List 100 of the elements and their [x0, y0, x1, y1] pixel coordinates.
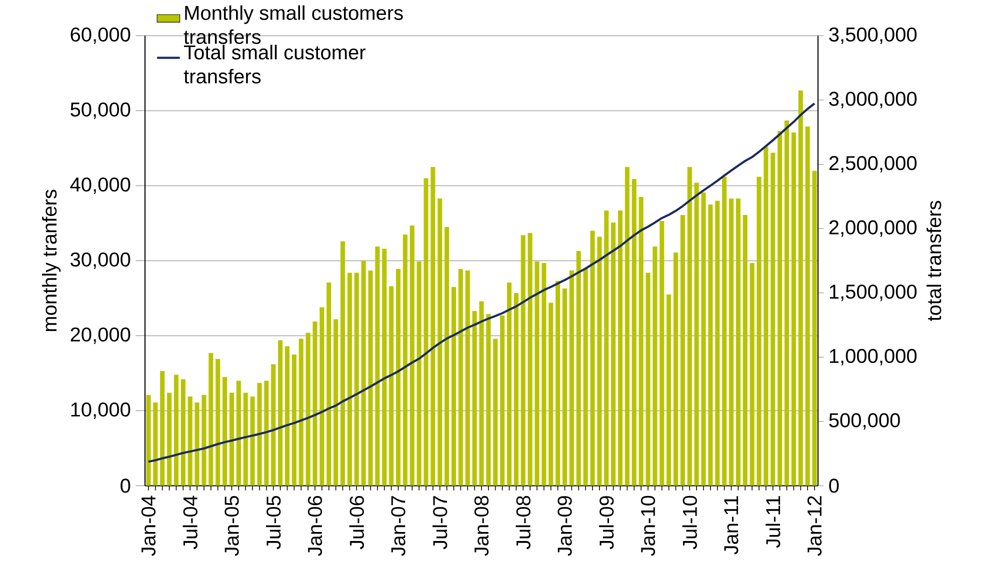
bar	[556, 281, 560, 486]
bar	[597, 236, 602, 486]
bar	[278, 340, 283, 486]
bar	[368, 270, 373, 486]
bar	[257, 383, 262, 486]
bar	[438, 198, 442, 486]
bar	[458, 269, 463, 486]
y2-tick-label: 500,000	[829, 413, 900, 430]
legend-label: Monthly small customers transfers	[184, 5, 403, 44]
bar	[514, 293, 518, 486]
bar	[340, 241, 346, 486]
bar	[660, 221, 664, 486]
bar	[243, 392, 248, 486]
y-tick-label: 10,000	[71, 402, 130, 420]
x-tick-label: Jan-10	[640, 496, 656, 556]
bar	[562, 288, 568, 486]
bar	[208, 353, 214, 486]
x-tick-label: Jan-04	[141, 496, 156, 556]
bar	[174, 374, 178, 486]
bar	[604, 210, 609, 486]
bar	[742, 215, 748, 486]
bar	[354, 272, 359, 486]
y2-axis-title: total transfers	[926, 201, 942, 322]
bar	[465, 270, 470, 486]
x-tick-label: Jan-09	[558, 496, 572, 556]
bar	[680, 215, 685, 486]
bar	[583, 268, 588, 486]
bar	[534, 262, 540, 486]
bar	[548, 302, 554, 486]
bar	[312, 322, 318, 486]
bar	[298, 338, 304, 486]
bar	[618, 210, 623, 486]
bar	[451, 287, 456, 486]
bar	[361, 260, 366, 486]
y-axis-title: monthly tranfers	[42, 190, 61, 332]
y2-tick-label: 2,000,000	[829, 220, 917, 237]
bar	[805, 126, 810, 486]
x-tick-label: Jul-06	[349, 496, 364, 550]
x-tick-label: Jan-11	[724, 496, 738, 555]
bar	[500, 316, 505, 486]
bar	[222, 377, 228, 486]
y-tick-label: 20,000	[70, 328, 130, 344]
bar	[674, 252, 678, 486]
bar	[520, 235, 526, 486]
bar	[347, 272, 352, 486]
bar	[646, 272, 650, 486]
bar	[638, 197, 644, 486]
bar	[250, 396, 255, 486]
bar	[687, 167, 692, 486]
bar	[542, 263, 546, 486]
bar	[624, 167, 630, 486]
bar	[389, 286, 394, 486]
bar	[334, 319, 338, 486]
bar	[320, 307, 324, 486]
bar	[715, 200, 720, 486]
bar	[271, 364, 276, 486]
x-tick-label: Jan-06	[308, 496, 322, 556]
bar	[416, 262, 422, 486]
bar	[194, 402, 200, 486]
y-tick-label: 30,000	[70, 252, 130, 270]
x-tick-label: Jul-11	[766, 496, 780, 548]
bar	[430, 167, 436, 486]
bar	[216, 359, 220, 486]
bar	[486, 314, 491, 486]
bar	[652, 246, 658, 486]
x-tick-label: Jan-07	[391, 496, 406, 556]
bar	[736, 198, 740, 486]
bar	[188, 396, 192, 486]
bar	[708, 204, 713, 486]
bar	[798, 90, 803, 486]
bar	[202, 395, 206, 486]
bar	[778, 131, 782, 486]
bar	[729, 198, 734, 486]
bar	[153, 402, 158, 486]
bar	[770, 152, 776, 486]
bar	[229, 392, 234, 486]
bar	[528, 233, 532, 486]
bar	[722, 176, 727, 486]
bar	[410, 226, 414, 486]
x-tick-label: Jan-08	[474, 496, 489, 556]
bar	[493, 338, 498, 486]
bar	[666, 294, 672, 486]
bar	[284, 346, 290, 486]
bar	[694, 182, 699, 486]
bar	[632, 179, 636, 486]
bar	[326, 282, 332, 486]
bar	[576, 251, 581, 486]
bar	[750, 263, 754, 486]
y2-tick-label: 1,000,000	[830, 349, 917, 366]
x-tick-label: Jan-05	[224, 496, 239, 556]
x-tick-label: Jan-12	[807, 496, 822, 556]
y2-tick-label: 2,500,000	[829, 156, 917, 173]
bar	[472, 311, 477, 486]
bar	[506, 282, 512, 486]
legend-label: Total small customer transfers	[184, 44, 366, 84]
y2-tick-label: 3,500,000	[829, 28, 917, 44]
y2-tick-label: 3,000,000	[829, 92, 917, 108]
bar	[180, 379, 186, 486]
bar	[160, 371, 165, 486]
bar	[382, 248, 387, 486]
